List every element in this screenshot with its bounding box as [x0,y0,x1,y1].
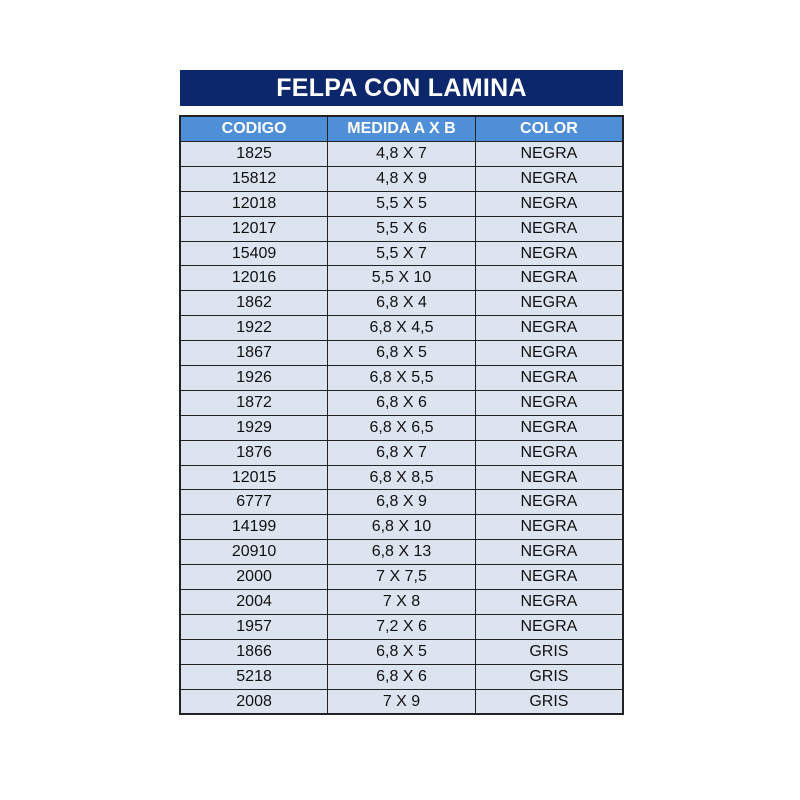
table-row: 1957 7,2 X 6 NEGRA [179,613,624,640]
cell-codigo: 15409 [179,240,329,267]
cell-medida: 7 X 9 [327,688,476,715]
cell-codigo: 1922 [179,315,329,342]
cell-color: NEGRA [474,240,624,267]
cell-codigo: 1957 [179,613,329,640]
cell-medida: 6,8 X 13 [327,539,476,566]
product-table: CODIGO MEDIDA A X B COLOR 1825 4,8 X 7 NEG… [179,115,624,716]
table-row: 1867 6,8 X 5 NEGRA [179,340,624,367]
table-row: 1876 6,8 X 7 NEGRA [179,439,624,466]
table-row: 5218 6,8 X 6 GRIS [179,663,624,690]
cell-codigo: 1876 [179,439,329,466]
table-row: 12016 5,5 X 10 NEGRA [179,265,624,292]
cell-medida: 6,8 X 7 [327,439,476,466]
cell-medida: 6,8 X 9 [327,489,476,516]
cell-color: NEGRA [474,439,624,466]
cell-codigo: 2004 [179,589,329,615]
cell-color: GRIS [474,638,624,665]
table-header-row: CODIGO MEDIDA A X B COLOR [179,115,624,142]
cell-color: NEGRA [474,613,624,640]
cell-color: NEGRA [474,190,624,217]
table-row: 12015 6,8 X 8,5 NEGRA [179,464,624,491]
column-header-color: COLOR [474,115,624,142]
cell-medida: 7,2 X 6 [327,613,476,640]
table-row: 2004 7 X 8 NEGRA [179,589,624,615]
cell-medida: 4,8 X 9 [327,165,476,192]
cell-color: NEGRA [474,539,624,566]
cell-color: NEGRA [474,514,624,541]
table-row: 20910 6,8 X 13 NEGRA [179,539,624,566]
table-row: 1929 6,8 X 6,5 NEGRA [179,414,624,441]
cell-medida: 6,8 X 5,5 [327,365,476,391]
table-row: 2000 7 X 7,5 NEGRA [179,564,624,591]
cell-color: NEGRA [474,389,624,416]
table-row: 1862 6,8 X 4 NEGRA [179,290,624,317]
cell-codigo: 12015 [179,464,329,491]
cell-color: GRIS [474,663,624,690]
table-row: 1922 6,8 X 4,5 NEGRA [179,315,624,342]
page-title: FELPA CON LAMINA [180,70,623,106]
cell-color: NEGRA [474,290,624,317]
table-row: 15409 5,5 X 7 NEGRA [179,240,624,267]
cell-medida: 5,5 X 5 [327,190,476,217]
cell-codigo: 1929 [179,414,329,441]
cell-medida: 6,8 X 4 [327,290,476,317]
cell-medida: 6,8 X 5 [327,340,476,367]
cell-color: NEGRA [474,215,624,242]
cell-color: NEGRA [474,141,624,167]
cell-codigo: 12016 [179,265,329,292]
cell-codigo: 20910 [179,539,329,566]
table-row: 15812 4,8 X 9 NEGRA [179,165,624,192]
cell-medida: 6,8 X 8,5 [327,464,476,491]
cell-color: NEGRA [474,564,624,591]
cell-codigo: 2008 [179,688,329,715]
cell-color: NEGRA [474,265,624,292]
table-row: 1825 4,8 X 7 NEGRA [179,141,624,167]
cell-medida: 6,8 X 6 [327,389,476,416]
table-row: 12017 5,5 X 6 NEGRA [179,215,624,242]
cell-codigo: 14199 [179,514,329,541]
cell-color: NEGRA [474,340,624,367]
table-row: 6777 6,8 X 9 NEGRA [179,489,624,516]
cell-codigo: 15812 [179,165,329,192]
cell-codigo: 1825 [179,141,329,167]
cell-medida: 6,8 X 6 [327,663,476,690]
table-row: 1866 6,8 X 5 GRIS [179,638,624,665]
cell-codigo: 12018 [179,190,329,217]
cell-color: NEGRA [474,464,624,491]
cell-medida: 7 X 7,5 [327,564,476,591]
cell-codigo: 1872 [179,389,329,416]
cell-medida: 5,5 X 10 [327,265,476,292]
cell-medida: 7 X 8 [327,589,476,615]
cell-codigo: 1867 [179,340,329,367]
table-row: 1872 6,8 X 6 NEGRA [179,389,624,416]
cell-codigo: 1866 [179,638,329,665]
cell-medida: 5,5 X 6 [327,215,476,242]
cell-codigo: 12017 [179,215,329,242]
cell-color: NEGRA [474,414,624,441]
cell-codigo: 2000 [179,564,329,591]
cell-color: NEGRA [474,165,624,192]
table-row: 12018 5,5 X 5 NEGRA [179,190,624,217]
cell-color: NEGRA [474,489,624,516]
cell-medida: 6,8 X 10 [327,514,476,541]
table-row: 1926 6,8 X 5,5 NEGRA [179,365,624,391]
cell-medida: 6,8 X 6,5 [327,414,476,441]
cell-color: GRIS [474,688,624,715]
cell-color: NEGRA [474,365,624,391]
table-row: 2008 7 X 9 GRIS [179,688,624,715]
cell-color: NEGRA [474,589,624,615]
cell-medida: 6,8 X 4,5 [327,315,476,342]
column-header-medida: MEDIDA A X B [327,115,476,142]
cell-codigo: 6777 [179,489,329,516]
column-header-codigo: CODIGO [179,115,329,142]
cell-codigo: 1926 [179,365,329,391]
cell-codigo: 1862 [179,290,329,317]
cell-medida: 5,5 X 7 [327,240,476,267]
cell-medida: 6,8 X 5 [327,638,476,665]
cell-color: NEGRA [474,315,624,342]
cell-codigo: 5218 [179,663,329,690]
table-row: 14199 6,8 X 10 NEGRA [179,514,624,541]
cell-medida: 4,8 X 7 [327,141,476,167]
